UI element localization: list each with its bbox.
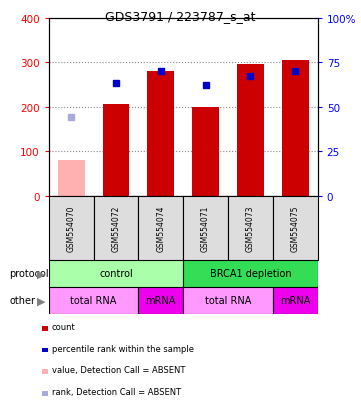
Bar xyxy=(282,61,309,196)
Bar xyxy=(49,260,183,287)
Bar xyxy=(183,196,228,260)
Text: control: control xyxy=(99,268,133,279)
Bar xyxy=(183,260,318,287)
Text: other: other xyxy=(9,295,35,306)
Bar xyxy=(103,105,129,196)
Bar xyxy=(237,65,264,196)
Text: GSM554070: GSM554070 xyxy=(67,205,76,252)
Bar xyxy=(58,161,84,196)
Text: total RNA: total RNA xyxy=(205,295,251,306)
Text: GSM554071: GSM554071 xyxy=(201,205,210,252)
Text: total RNA: total RNA xyxy=(70,295,117,306)
Bar xyxy=(183,287,273,314)
Bar xyxy=(49,287,138,314)
Text: GSM554075: GSM554075 xyxy=(291,205,300,252)
Text: BRCA1 depletion: BRCA1 depletion xyxy=(210,268,291,279)
Bar xyxy=(192,107,219,196)
Text: GSM554074: GSM554074 xyxy=(156,205,165,252)
Bar xyxy=(228,196,273,260)
Text: mRNA: mRNA xyxy=(145,295,176,306)
Text: ▶: ▶ xyxy=(37,268,46,279)
Bar xyxy=(273,287,318,314)
Bar xyxy=(138,287,183,314)
Text: GSM554073: GSM554073 xyxy=(246,205,255,252)
Bar xyxy=(49,196,93,260)
Text: GDS3791 / 223787_s_at: GDS3791 / 223787_s_at xyxy=(105,10,256,23)
Text: count: count xyxy=(52,322,75,331)
Text: GSM554072: GSM554072 xyxy=(112,205,121,252)
Bar xyxy=(147,72,174,196)
Text: mRNA: mRNA xyxy=(280,295,310,306)
Bar xyxy=(138,196,183,260)
Text: ▶: ▶ xyxy=(37,295,46,306)
Text: protocol: protocol xyxy=(9,268,49,279)
Text: value, Detection Call = ABSENT: value, Detection Call = ABSENT xyxy=(52,366,185,374)
Text: percentile rank within the sample: percentile rank within the sample xyxy=(52,344,193,353)
Bar xyxy=(93,196,138,260)
Text: rank, Detection Call = ABSENT: rank, Detection Call = ABSENT xyxy=(52,387,181,396)
Bar xyxy=(273,196,318,260)
